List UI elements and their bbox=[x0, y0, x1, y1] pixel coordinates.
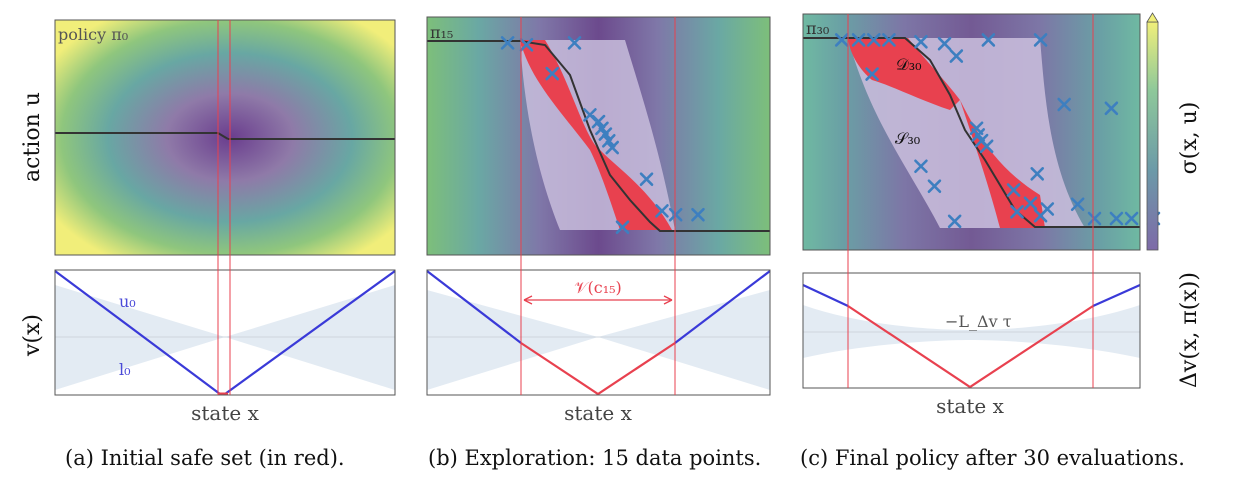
data-point-marker bbox=[668, 207, 683, 222]
data-point-marker bbox=[947, 214, 962, 229]
panel-c-data-points bbox=[834, 33, 1161, 229]
data-point-marker bbox=[882, 33, 896, 47]
y-label-action: action u bbox=[20, 92, 45, 182]
data-point-marker bbox=[865, 67, 879, 81]
data-point-marker bbox=[866, 33, 881, 47]
panel-c-region-s: 𝒮₃₀ bbox=[895, 129, 920, 148]
data-point-marker bbox=[949, 49, 964, 63]
panel-c-policy-plot: π₃₀ 𝒟₃₀ 𝒮₃₀ bbox=[802, 13, 1161, 251]
data-point-marker bbox=[691, 207, 705, 222]
caption-b: (b) Exploration: 15 data points. bbox=[428, 446, 761, 470]
data-point-marker bbox=[1087, 211, 1102, 226]
panel-b-lyapunov-plot: 𝒱(c₁₅) bbox=[426, 269, 771, 396]
panel-b-x-label: state x bbox=[564, 401, 632, 425]
data-point-marker bbox=[583, 108, 597, 122]
panel-c-region-d: 𝒟₃₀ bbox=[896, 55, 922, 74]
data-point-marker bbox=[937, 36, 952, 51]
data-point-marker bbox=[1030, 167, 1045, 181]
data-point-marker bbox=[601, 134, 616, 148]
panel-a-policy-plot: policy π₀ bbox=[54, 19, 396, 256]
data-point-marker bbox=[615, 220, 630, 234]
data-point-marker bbox=[639, 172, 654, 186]
data-point-marker bbox=[834, 33, 849, 47]
data-point-marker bbox=[1040, 202, 1055, 216]
panel-c-threshold-label: −L_Δv τ bbox=[945, 312, 1012, 331]
data-point-marker bbox=[1104, 101, 1119, 116]
data-point-marker bbox=[1006, 183, 1021, 197]
panel-a-lyapunov-plot: u₀ l₀ bbox=[54, 269, 396, 396]
data-point-marker bbox=[914, 159, 928, 174]
y-label-delta-v: Δv(x, π(x)) bbox=[1177, 272, 1202, 388]
data-point-marker bbox=[500, 36, 515, 50]
data-point-marker bbox=[1010, 205, 1024, 219]
panel-b-policy-plot: π₁₅ bbox=[426, 16, 771, 256]
data-point-marker bbox=[605, 140, 620, 155]
data-point-marker bbox=[1023, 196, 1038, 211]
data-point-marker bbox=[545, 66, 559, 81]
data-point-marker bbox=[981, 33, 996, 47]
colorbar bbox=[1146, 12, 1159, 251]
panel-a-upper-bound-label: u₀ bbox=[119, 292, 136, 311]
panel-b-policy-label: π₁₅ bbox=[430, 23, 453, 42]
data-point-marker bbox=[979, 139, 994, 154]
panel-b-level-set-label: 𝒱(c₁₅) bbox=[574, 278, 622, 297]
data-point-marker bbox=[567, 36, 582, 50]
panel-c-x-label: state x bbox=[936, 394, 1004, 418]
panel-a-policy-label: policy π₀ bbox=[58, 25, 128, 44]
data-point-marker bbox=[519, 37, 534, 52]
y-label-lyapunov: v(x) bbox=[20, 314, 45, 357]
panel-a-lower-bound-label: l₀ bbox=[119, 360, 131, 379]
data-point-marker bbox=[1124, 211, 1139, 226]
panel-a-x-label: state x bbox=[191, 401, 259, 425]
panel-c-delta-v-plot: −L_Δv τ bbox=[802, 272, 1141, 389]
panel-c-policy-label: π₃₀ bbox=[806, 19, 829, 38]
colorbar-label: σ(x, u) bbox=[1177, 102, 1202, 175]
data-point-marker bbox=[595, 121, 609, 136]
data-point-marker bbox=[851, 33, 866, 47]
data-point-marker bbox=[655, 204, 669, 218]
data-point-marker bbox=[927, 179, 942, 193]
data-point-marker bbox=[914, 34, 928, 49]
panel-b-data-points bbox=[500, 36, 705, 234]
data-point-marker bbox=[1057, 97, 1071, 112]
data-point-marker bbox=[591, 114, 606, 129]
data-point-marker bbox=[598, 127, 613, 141]
caption-a: (a) Initial safe set (in red). bbox=[65, 446, 345, 470]
data-point-marker bbox=[1033, 33, 1048, 47]
caption-c: (c) Final policy after 30 evaluations. bbox=[800, 446, 1185, 470]
data-point-marker bbox=[1070, 197, 1085, 212]
data-point-marker bbox=[1109, 211, 1124, 226]
